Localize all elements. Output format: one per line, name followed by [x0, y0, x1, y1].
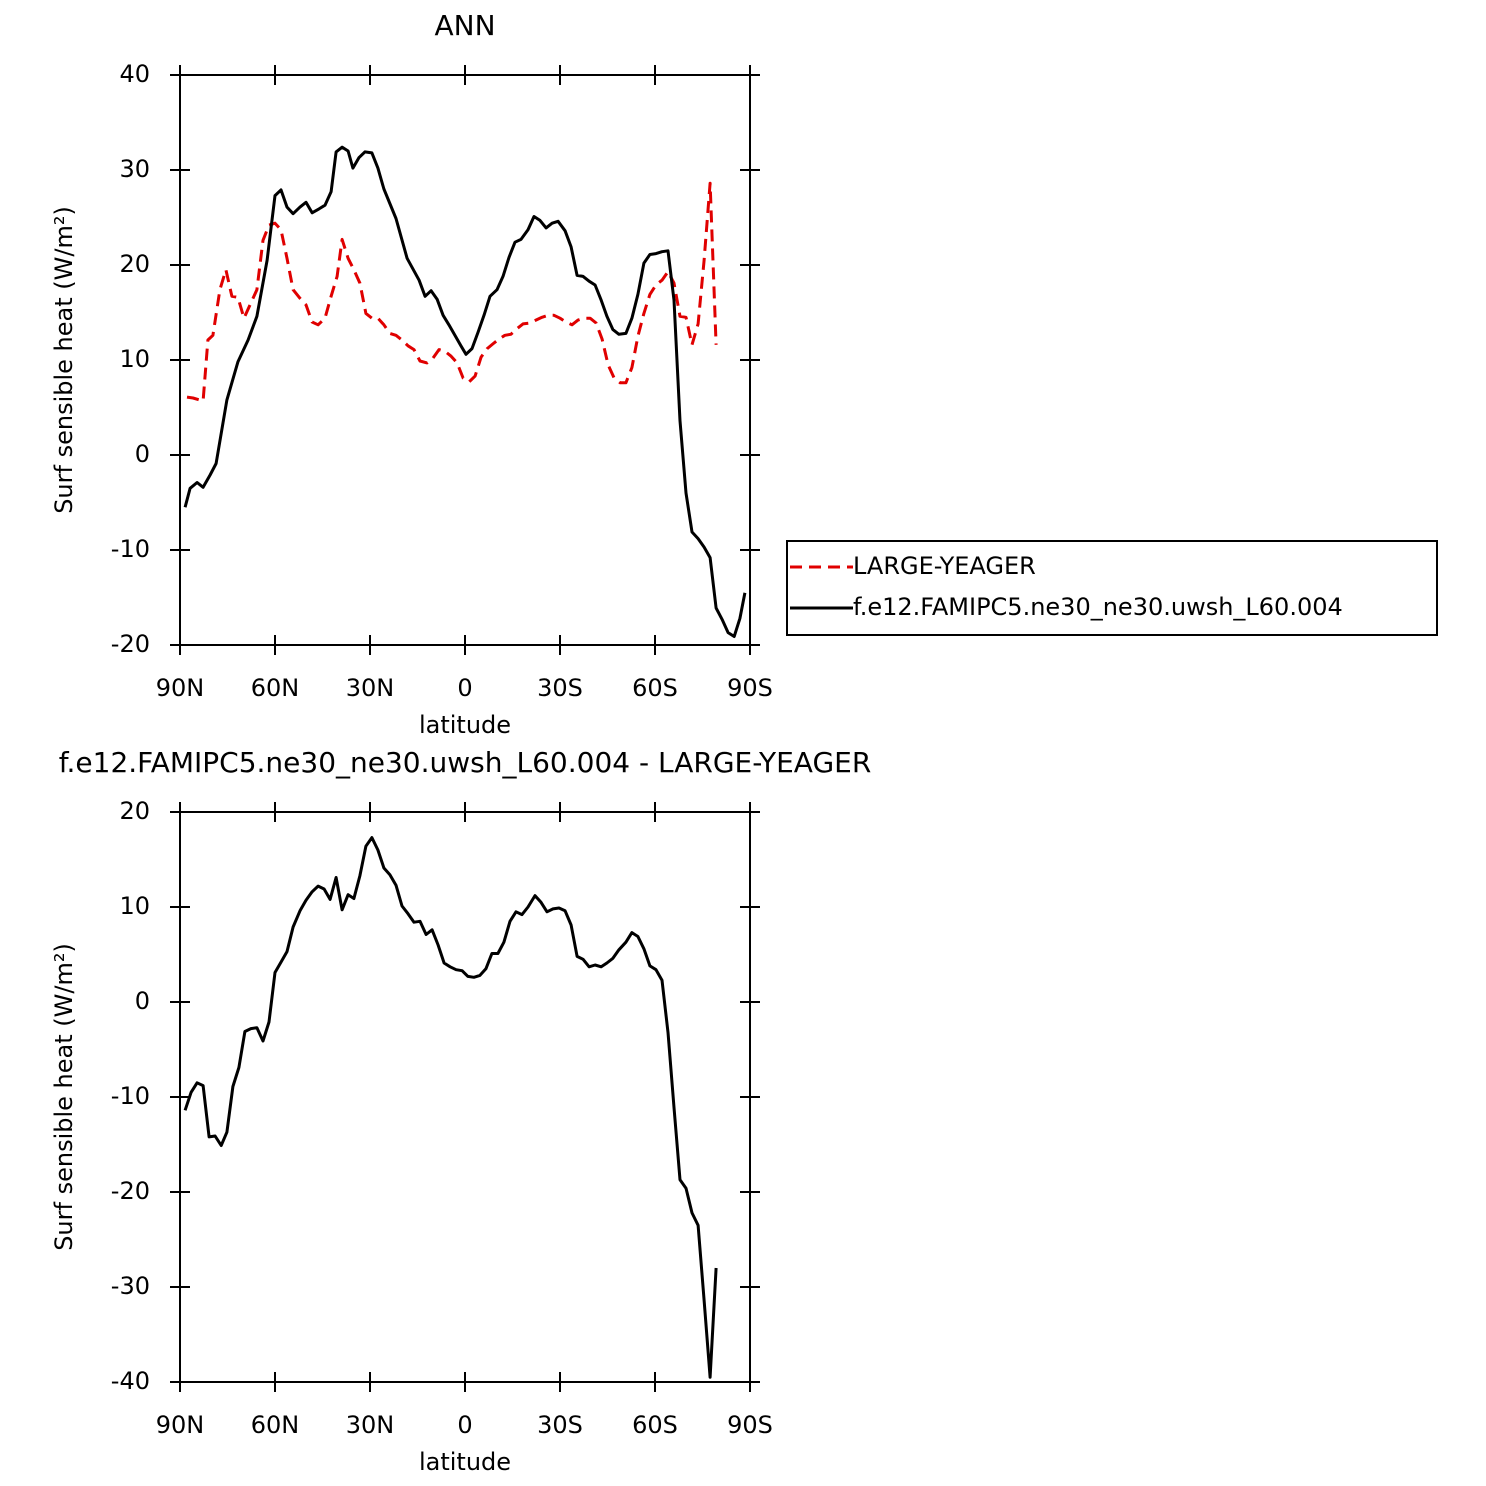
- data-line: [183, 145, 747, 638]
- chart-title: ANN: [434, 9, 495, 42]
- y-axis-label: Surf sensible heat (W/m²): [50, 943, 78, 1251]
- y-tick-label: 20: [119, 797, 150, 825]
- x-axis-label: latitude: [419, 1448, 511, 1476]
- x-tick-label: 30N: [346, 674, 395, 702]
- y-tick-label: 40: [119, 60, 150, 88]
- x-tick-label: 30N: [346, 1411, 395, 1439]
- legend-label: LARGE-YEAGER: [853, 552, 1036, 580]
- y-tick-label: 0: [135, 987, 150, 1015]
- data-line: [186, 181, 718, 403]
- y-tick-label: 20: [119, 250, 150, 278]
- y-tick-label: -20: [111, 1177, 150, 1205]
- x-tick-label: 60S: [632, 674, 678, 702]
- x-axis-label: latitude: [419, 711, 511, 739]
- legend-box: [786, 540, 1438, 636]
- x-tick-label: 90S: [727, 1411, 773, 1439]
- plot-frame: [179, 74, 751, 646]
- y-tick-label: 30: [119, 155, 150, 183]
- y-tick-label: -20: [111, 630, 150, 658]
- x-tick-label: 90S: [727, 674, 773, 702]
- x-tick-label: 60S: [632, 1411, 678, 1439]
- x-tick-label: 60N: [251, 674, 300, 702]
- x-tick-label: 0: [457, 1411, 472, 1439]
- x-tick-label: 90N: [156, 674, 205, 702]
- data-line: [183, 836, 718, 1379]
- chart-title: f.e12.FAMIPC5.ne30_ne30.uwsh_L60.004 - L…: [59, 746, 872, 779]
- y-tick-label: 0: [135, 440, 150, 468]
- x-tick-label: 30S: [537, 1411, 583, 1439]
- y-tick-label: 10: [119, 345, 150, 373]
- y-tick-label: -40: [111, 1367, 150, 1395]
- y-tick-label: -30: [111, 1272, 150, 1300]
- y-tick-label: -10: [111, 535, 150, 563]
- plot-frame: [179, 811, 751, 1383]
- y-axis-label: Surf sensible heat (W/m²): [50, 206, 78, 514]
- y-tick-label: 10: [119, 892, 150, 920]
- x-tick-label: 90N: [156, 1411, 205, 1439]
- y-tick-label: -10: [111, 1082, 150, 1110]
- legend-label: f.e12.FAMIPC5.ne30_ne30.uwsh_L60.004: [853, 593, 1343, 621]
- x-tick-label: 30S: [537, 674, 583, 702]
- x-tick-label: 0: [457, 674, 472, 702]
- x-tick-label: 60N: [251, 1411, 300, 1439]
